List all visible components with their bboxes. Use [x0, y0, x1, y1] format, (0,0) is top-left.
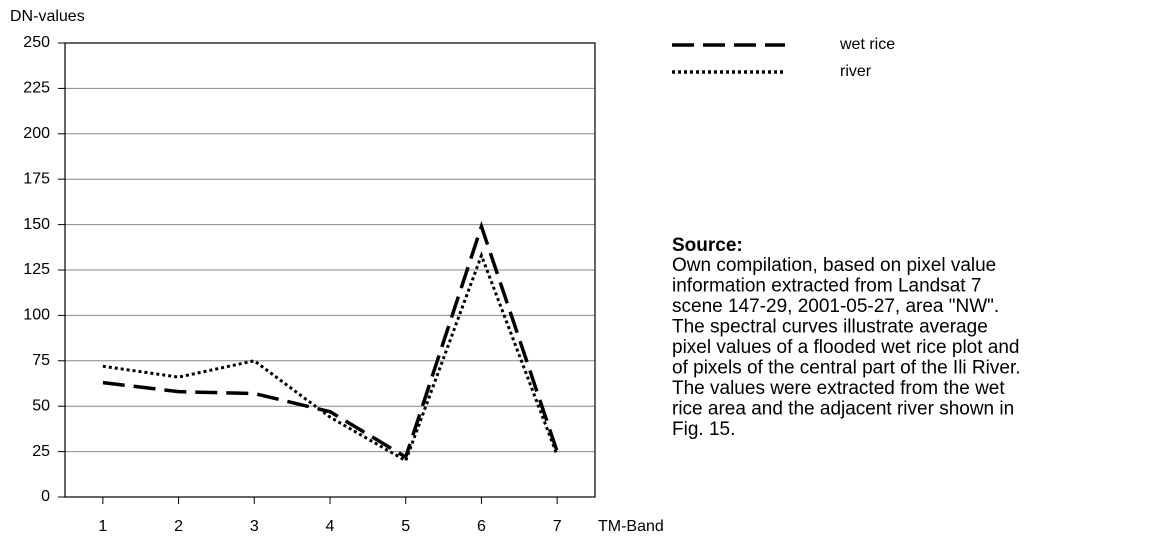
y-axis-label: DN-values	[10, 8, 85, 25]
x-tick-label: 6	[477, 518, 486, 535]
series-line	[102, 251, 559, 463]
x-tick-label: 7	[553, 518, 562, 535]
y-tick-label: 250	[23, 34, 50, 51]
y-tick-label: 75	[32, 352, 50, 369]
x-tick-label: 4	[326, 518, 335, 535]
x-axis-label: TM-Band	[598, 518, 664, 535]
annotation-line: information extracted from Landsat 7	[672, 276, 981, 297]
y-tick-label: 150	[23, 216, 50, 233]
y-tick-label: 125	[23, 261, 50, 278]
y-tick-label: 100	[23, 307, 50, 324]
y-tick-label: 25	[32, 443, 50, 460]
annotation-line: The values were extracted from the wet	[672, 378, 1005, 399]
y-tick-label: 200	[23, 125, 50, 142]
annotation-line: The spectral curves illustrate average	[672, 317, 988, 338]
annotation-line: rice area and the adjacent river shown i…	[672, 399, 1014, 420]
series-line	[102, 220, 559, 460]
x-tick-label: 2	[174, 518, 183, 535]
legend-label: river	[840, 63, 872, 80]
x-tick-label: 1	[98, 518, 107, 535]
annotation-line: of pixels of the central part of the Ili…	[672, 358, 1021, 379]
annotation-line: Own compilation, based on pixel value	[672, 255, 996, 276]
x-tick-label: 3	[250, 518, 259, 535]
annotation-line: Fig. 15.	[672, 419, 735, 440]
annotation-line: scene 147-29, 2001-05-27, area "NW".	[672, 296, 999, 317]
legend-label: wet rice	[839, 36, 895, 53]
y-tick-label: 50	[32, 397, 50, 414]
y-tick-label: 0	[41, 488, 50, 505]
y-tick-label: 175	[23, 170, 50, 187]
annotation-line: pixel values of a flooded wet rice plot …	[672, 337, 1020, 358]
annotation-heading: Source:	[672, 235, 743, 256]
x-tick-label: 5	[401, 518, 410, 535]
y-tick-label: 225	[23, 80, 50, 97]
